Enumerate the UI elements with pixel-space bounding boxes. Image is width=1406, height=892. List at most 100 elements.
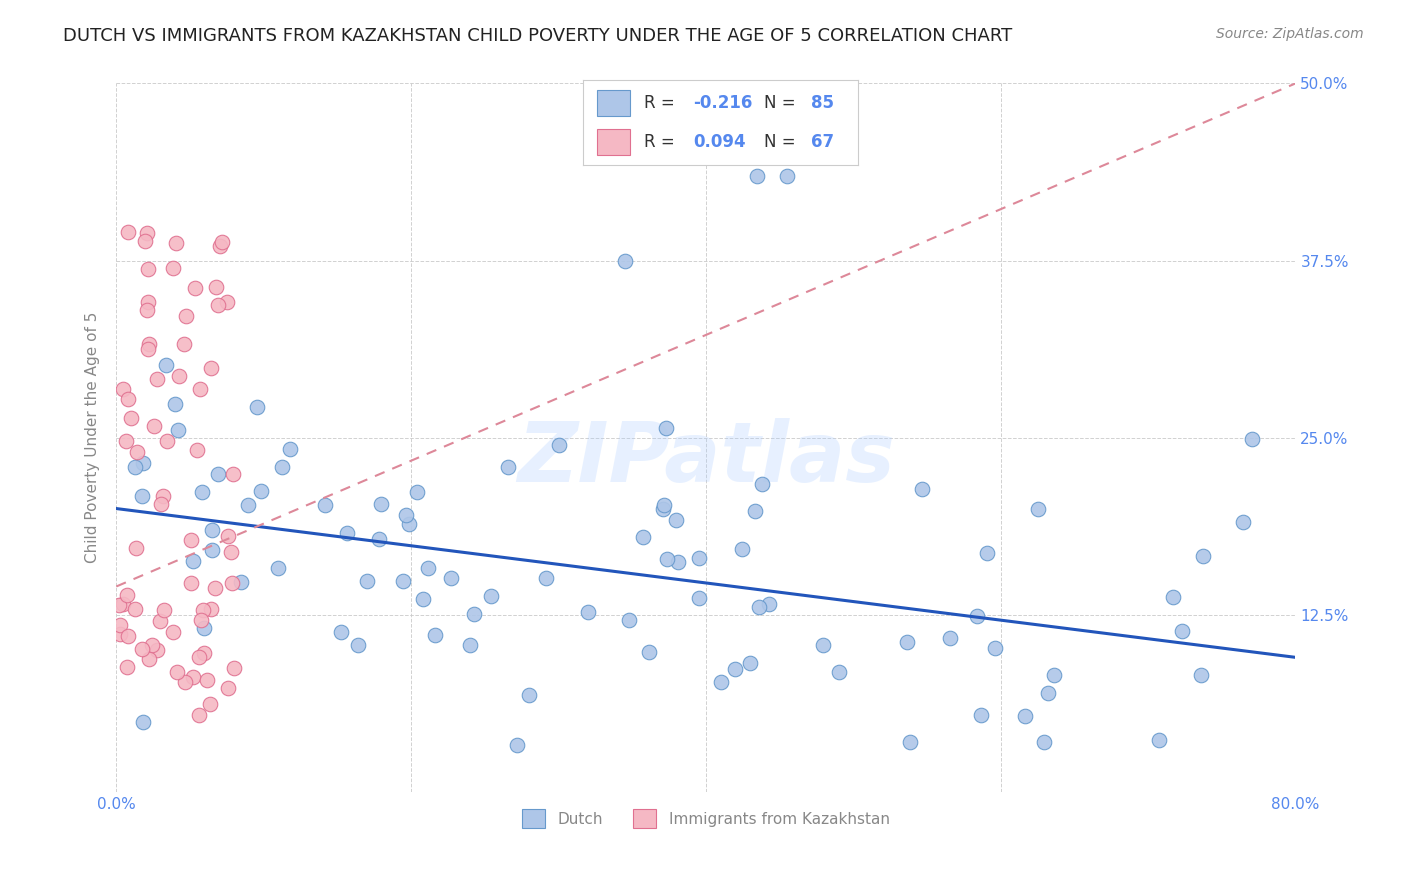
- Text: ZIPatlas: ZIPatlas: [517, 418, 894, 500]
- Point: [124, 459, 146, 474]
- Point: [747, 169, 769, 183]
- Point: [250, 484, 273, 499]
- Point: [209, 238, 232, 252]
- Point: [146, 643, 169, 657]
- Point: [146, 372, 169, 386]
- Y-axis label: Child Poverty Under the Age of 5: Child Poverty Under the Age of 5: [86, 312, 100, 564]
- Point: [463, 607, 485, 621]
- Point: [222, 661, 245, 675]
- Point: [688, 591, 710, 605]
- Point: [392, 574, 415, 588]
- Point: [127, 445, 149, 459]
- Text: Source: ZipAtlas.com: Source: ZipAtlas.com: [1216, 27, 1364, 41]
- Point: [238, 498, 260, 512]
- Point: [356, 574, 378, 589]
- Point: [155, 359, 177, 373]
- Point: [143, 418, 166, 433]
- Point: [748, 600, 770, 615]
- Point: [1026, 502, 1049, 516]
- Point: [110, 627, 132, 641]
- Point: [124, 602, 146, 616]
- Point: [418, 561, 440, 575]
- Point: [758, 597, 780, 611]
- Point: [138, 294, 160, 309]
- Point: [195, 673, 218, 688]
- Point: [368, 532, 391, 546]
- Point: [347, 638, 370, 652]
- Point: [180, 533, 202, 548]
- Point: [183, 670, 205, 684]
- Point: [117, 225, 139, 239]
- Point: [984, 640, 1007, 655]
- Point: [217, 295, 239, 310]
- Point: [188, 383, 211, 397]
- Point: [966, 608, 988, 623]
- Text: N =: N =: [765, 95, 801, 112]
- Text: 0.094: 0.094: [693, 133, 745, 151]
- Point: [156, 434, 179, 449]
- Point: [169, 368, 191, 383]
- Point: [939, 631, 962, 645]
- Point: [117, 629, 139, 643]
- Point: [458, 638, 481, 652]
- Point: [506, 738, 529, 752]
- Point: [548, 437, 571, 451]
- Point: [617, 614, 640, 628]
- Point: [1038, 686, 1060, 700]
- Point: [112, 597, 135, 611]
- Point: [150, 497, 173, 511]
- Point: [120, 410, 142, 425]
- Point: [1149, 732, 1171, 747]
- Point: [176, 309, 198, 323]
- Point: [108, 599, 131, 613]
- Point: [152, 489, 174, 503]
- Point: [246, 400, 269, 414]
- Point: [405, 484, 427, 499]
- Point: [613, 253, 636, 268]
- Point: [811, 638, 834, 652]
- Point: [231, 574, 253, 589]
- Point: [193, 621, 215, 635]
- Point: [336, 525, 359, 540]
- Point: [188, 650, 211, 665]
- Point: [125, 541, 148, 555]
- Point: [1171, 624, 1194, 639]
- Point: [633, 530, 655, 544]
- Point: [166, 423, 188, 437]
- Point: [724, 662, 747, 676]
- Point: [201, 523, 224, 537]
- Point: [111, 382, 134, 396]
- Point: [193, 647, 215, 661]
- Text: 85: 85: [811, 95, 834, 112]
- Point: [211, 235, 233, 249]
- Point: [217, 681, 239, 695]
- Point: [217, 528, 239, 542]
- Point: [652, 498, 675, 512]
- Text: -0.216: -0.216: [693, 95, 752, 112]
- Point: [200, 361, 222, 376]
- Point: [731, 541, 754, 556]
- Point: [153, 602, 176, 616]
- Point: [184, 281, 207, 295]
- Point: [278, 442, 301, 456]
- Bar: [598, 90, 630, 116]
- Point: [638, 644, 661, 658]
- Point: [181, 554, 204, 568]
- Point: [1189, 668, 1212, 682]
- Point: [1192, 549, 1215, 563]
- Point: [190, 613, 212, 627]
- Point: [163, 397, 186, 411]
- Point: [519, 688, 541, 702]
- Point: [115, 660, 138, 674]
- Text: 67: 67: [811, 133, 834, 151]
- Point: [1042, 668, 1064, 682]
- Point: [131, 642, 153, 657]
- Point: [200, 698, 222, 712]
- Point: [271, 460, 294, 475]
- Text: DUTCH VS IMMIGRANTS FROM KAZAKHSTAN CHILD POVERTY UNDER THE AGE OF 5 CORRELATION: DUTCH VS IMMIGRANTS FROM KAZAKHSTAN CHIL…: [63, 27, 1012, 45]
- Point: [200, 601, 222, 615]
- Point: [740, 656, 762, 670]
- Point: [131, 456, 153, 470]
- Point: [657, 551, 679, 566]
- Point: [201, 542, 224, 557]
